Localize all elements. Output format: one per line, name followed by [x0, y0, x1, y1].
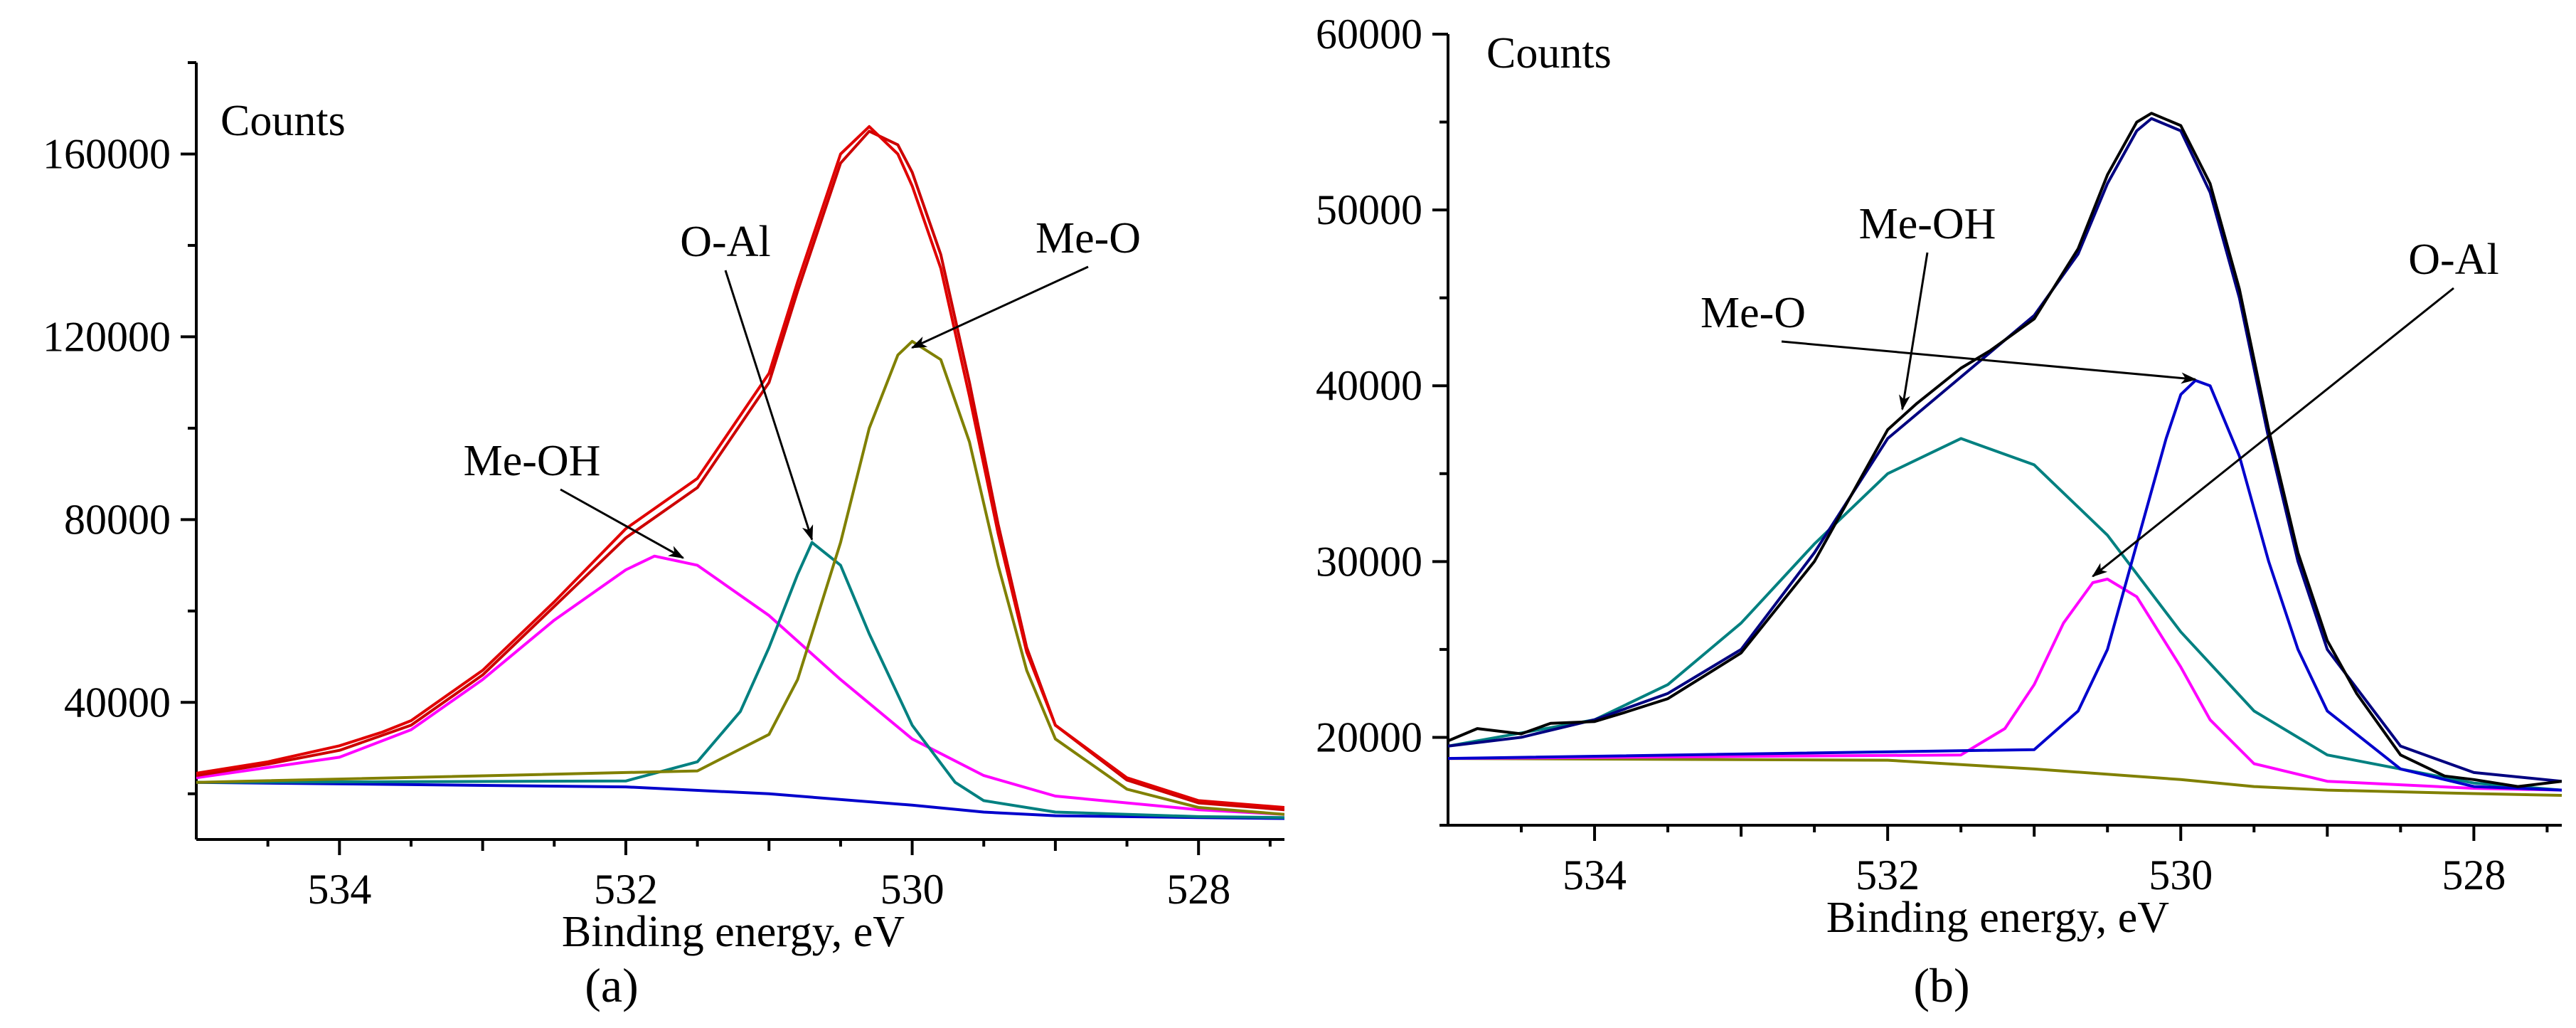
- annotation-arrow: [1899, 252, 1929, 411]
- x-axis-title: Binding energy, eV: [1826, 894, 2169, 942]
- y-tick-label: 30000: [1316, 538, 1422, 585]
- y-tick-label: 60000: [1316, 11, 1422, 58]
- panel-b-chart: 20000 30000 40000 50000 60000 534 532 530 528 Cou…: [1316, 11, 2562, 1012]
- series-line-component: [196, 541, 1284, 820]
- panel-label: (a): [585, 958, 638, 1012]
- series-line-background: [1448, 757, 2562, 797]
- annotation-arrow: [724, 270, 814, 541]
- annotation-label: Me-OH: [1859, 200, 1996, 248]
- y-tick-label: 120000: [43, 313, 171, 360]
- series-line-component: [196, 339, 1284, 816]
- panel-label: (b): [1913, 958, 1969, 1012]
- y-tick-label: 80000: [64, 496, 171, 543]
- annotation-label: Me-O: [1701, 289, 1806, 337]
- annotation-label: O-Al: [680, 218, 770, 266]
- series-line-component: [1448, 578, 2562, 792]
- series-line-component: [1448, 378, 2562, 792]
- panel-a-chart: 40000 80000 120000 160000 534 532 530 528 Counts…: [43, 61, 1284, 1012]
- x-tick-label: 528: [2442, 852, 2506, 899]
- x-tick-label: 534: [307, 866, 371, 913]
- x-tick-label: 532: [1856, 852, 1920, 899]
- y-tick-label: 40000: [1316, 362, 1422, 409]
- series-line-component: [1448, 437, 2562, 792]
- y-tick-label: 50000: [1316, 186, 1422, 233]
- x-tick-label: 532: [594, 866, 658, 913]
- y-axis-title: Counts: [1486, 29, 1612, 78]
- series-line-measured: [1448, 112, 2562, 788]
- annotation-label: Me-OH: [464, 437, 601, 485]
- y-tick-label: 20000: [1316, 714, 1422, 761]
- series-line-envelope: [1448, 117, 2562, 783]
- x-axis-title: Binding energy, eV: [562, 908, 905, 956]
- x-tick-label: 530: [880, 866, 944, 913]
- annotation-arrow: [2092, 287, 2454, 578]
- annotation-label: Me-O: [1036, 214, 1141, 263]
- x-tick-label: 534: [1563, 852, 1627, 899]
- annotation-arrow: [1781, 340, 2197, 384]
- series-line-measured: [196, 124, 1284, 809]
- annotation-label: O-Al: [2408, 235, 2498, 284]
- series-line-component: [196, 554, 1284, 816]
- y-axis-title: Counts: [220, 97, 346, 145]
- y-tick-label: 160000: [43, 130, 171, 177]
- x-tick-label: 528: [1166, 866, 1230, 913]
- annotation-arrow: [910, 265, 1089, 349]
- y-tick-label: 40000: [64, 679, 171, 726]
- x-tick-label: 530: [2149, 852, 2213, 899]
- annotation-arrow: [560, 488, 685, 559]
